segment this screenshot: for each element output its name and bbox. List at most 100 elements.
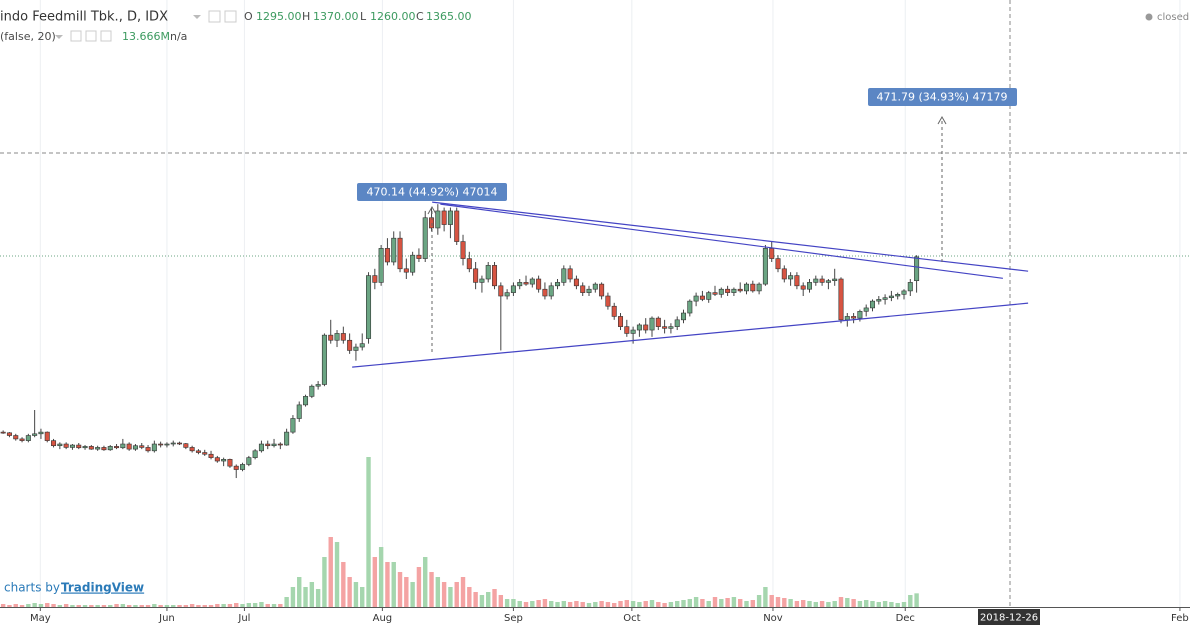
candle-body (340, 333, 346, 341)
candle-body (725, 288, 731, 293)
x-tick-label: Feb (1171, 613, 1189, 624)
volume-bar (177, 605, 182, 607)
x-axis: May Jun Jul Aug Sep Oct Nov Dec Feb (30, 607, 1189, 624)
l-label: L (360, 10, 367, 23)
candle-body (170, 442, 176, 445)
candle-body (51, 440, 57, 447)
candle-body (233, 465, 239, 470)
volume-bar (498, 595, 504, 607)
candle-body (844, 316, 850, 321)
volume-bar (366, 457, 371, 607)
candle-body (668, 326, 674, 329)
x-tick-label: May (30, 613, 51, 624)
candle-body (643, 324, 649, 331)
volume-bar (567, 602, 573, 607)
candle-body (592, 283, 598, 290)
volume-bar (675, 601, 680, 607)
volume-bar (511, 599, 516, 607)
volume-layer (0, 457, 919, 607)
candle-body (227, 459, 233, 467)
volume-bar (404, 577, 409, 607)
candle-body (107, 446, 113, 451)
candle-body (492, 265, 498, 287)
candle-body (706, 292, 712, 300)
candle-body (737, 288, 743, 292)
volume-bar (700, 599, 705, 607)
volume-bar (259, 602, 264, 607)
candle-body (32, 433, 38, 436)
volume-bar (486, 592, 491, 607)
volume-bar (385, 562, 390, 607)
volume-bar (32, 603, 37, 607)
volume-bar (347, 577, 352, 607)
volume-bar (101, 605, 107, 607)
icon (85, 30, 97, 42)
candle-body (422, 217, 428, 259)
candle-body (888, 295, 894, 299)
volume-bar (126, 605, 132, 607)
volume-bar (460, 577, 466, 607)
volume-bar (555, 602, 560, 607)
candle-body (561, 268, 567, 283)
volume-bar (196, 605, 201, 607)
candle-body (114, 446, 120, 449)
volume-bar (473, 592, 478, 607)
candle-body (183, 443, 189, 448)
candle-body (63, 443, 69, 448)
volume-bar (857, 601, 863, 607)
candle-body (649, 317, 655, 331)
volume-bar (523, 602, 529, 607)
candle-body (731, 288, 737, 293)
candle-body (315, 384, 321, 387)
footer-brand[interactable]: TradingView (61, 581, 144, 595)
volume-bar (479, 595, 485, 607)
candle-body (466, 258, 472, 270)
measure-box (357, 183, 507, 201)
candle-body (359, 343, 365, 348)
h-label: H (302, 10, 310, 23)
volume-bar (599, 601, 604, 607)
volume-bar (441, 582, 447, 607)
grid (39, 0, 1181, 607)
candle-body (756, 283, 762, 292)
c-value: 1365.00 (426, 10, 472, 23)
c-label: C (416, 10, 424, 23)
volume-bar (719, 599, 724, 607)
x-tick-label: Sep (504, 613, 523, 624)
dropdown-icon (55, 35, 63, 39)
volume-bar (45, 603, 50, 607)
volume-bar (649, 600, 655, 607)
candle-body (265, 443, 271, 447)
icon (208, 10, 221, 23)
x-tick-label: Oct (623, 613, 640, 624)
volume-bar (876, 602, 882, 607)
volume-bar (819, 601, 825, 607)
l-value: 1260.00 (370, 10, 416, 23)
candle-body (164, 443, 170, 446)
candle-body (573, 278, 579, 287)
candle-body (177, 442, 183, 445)
candle-body (403, 268, 409, 273)
volume-bar (851, 599, 856, 607)
candle-body (277, 443, 283, 446)
volume-bar (19, 605, 25, 607)
volume-bar (353, 582, 359, 607)
volume-bar (763, 587, 768, 607)
volume-bar (284, 597, 289, 607)
volume-bar (845, 598, 850, 607)
volume-bar (908, 595, 913, 607)
measure-arrowhead (937, 115, 947, 125)
volume-bar (750, 600, 756, 607)
volume-bar (794, 601, 800, 607)
volume-bar (624, 600, 630, 607)
volume-bar (738, 599, 743, 607)
volume-bar (744, 601, 749, 607)
candle-body (529, 278, 535, 285)
candle-body (202, 452, 208, 455)
volume-bar (574, 601, 579, 607)
candle-body (240, 464, 246, 470)
candle-body (221, 459, 227, 462)
volume-bar (807, 601, 812, 607)
candle-body (252, 450, 258, 458)
